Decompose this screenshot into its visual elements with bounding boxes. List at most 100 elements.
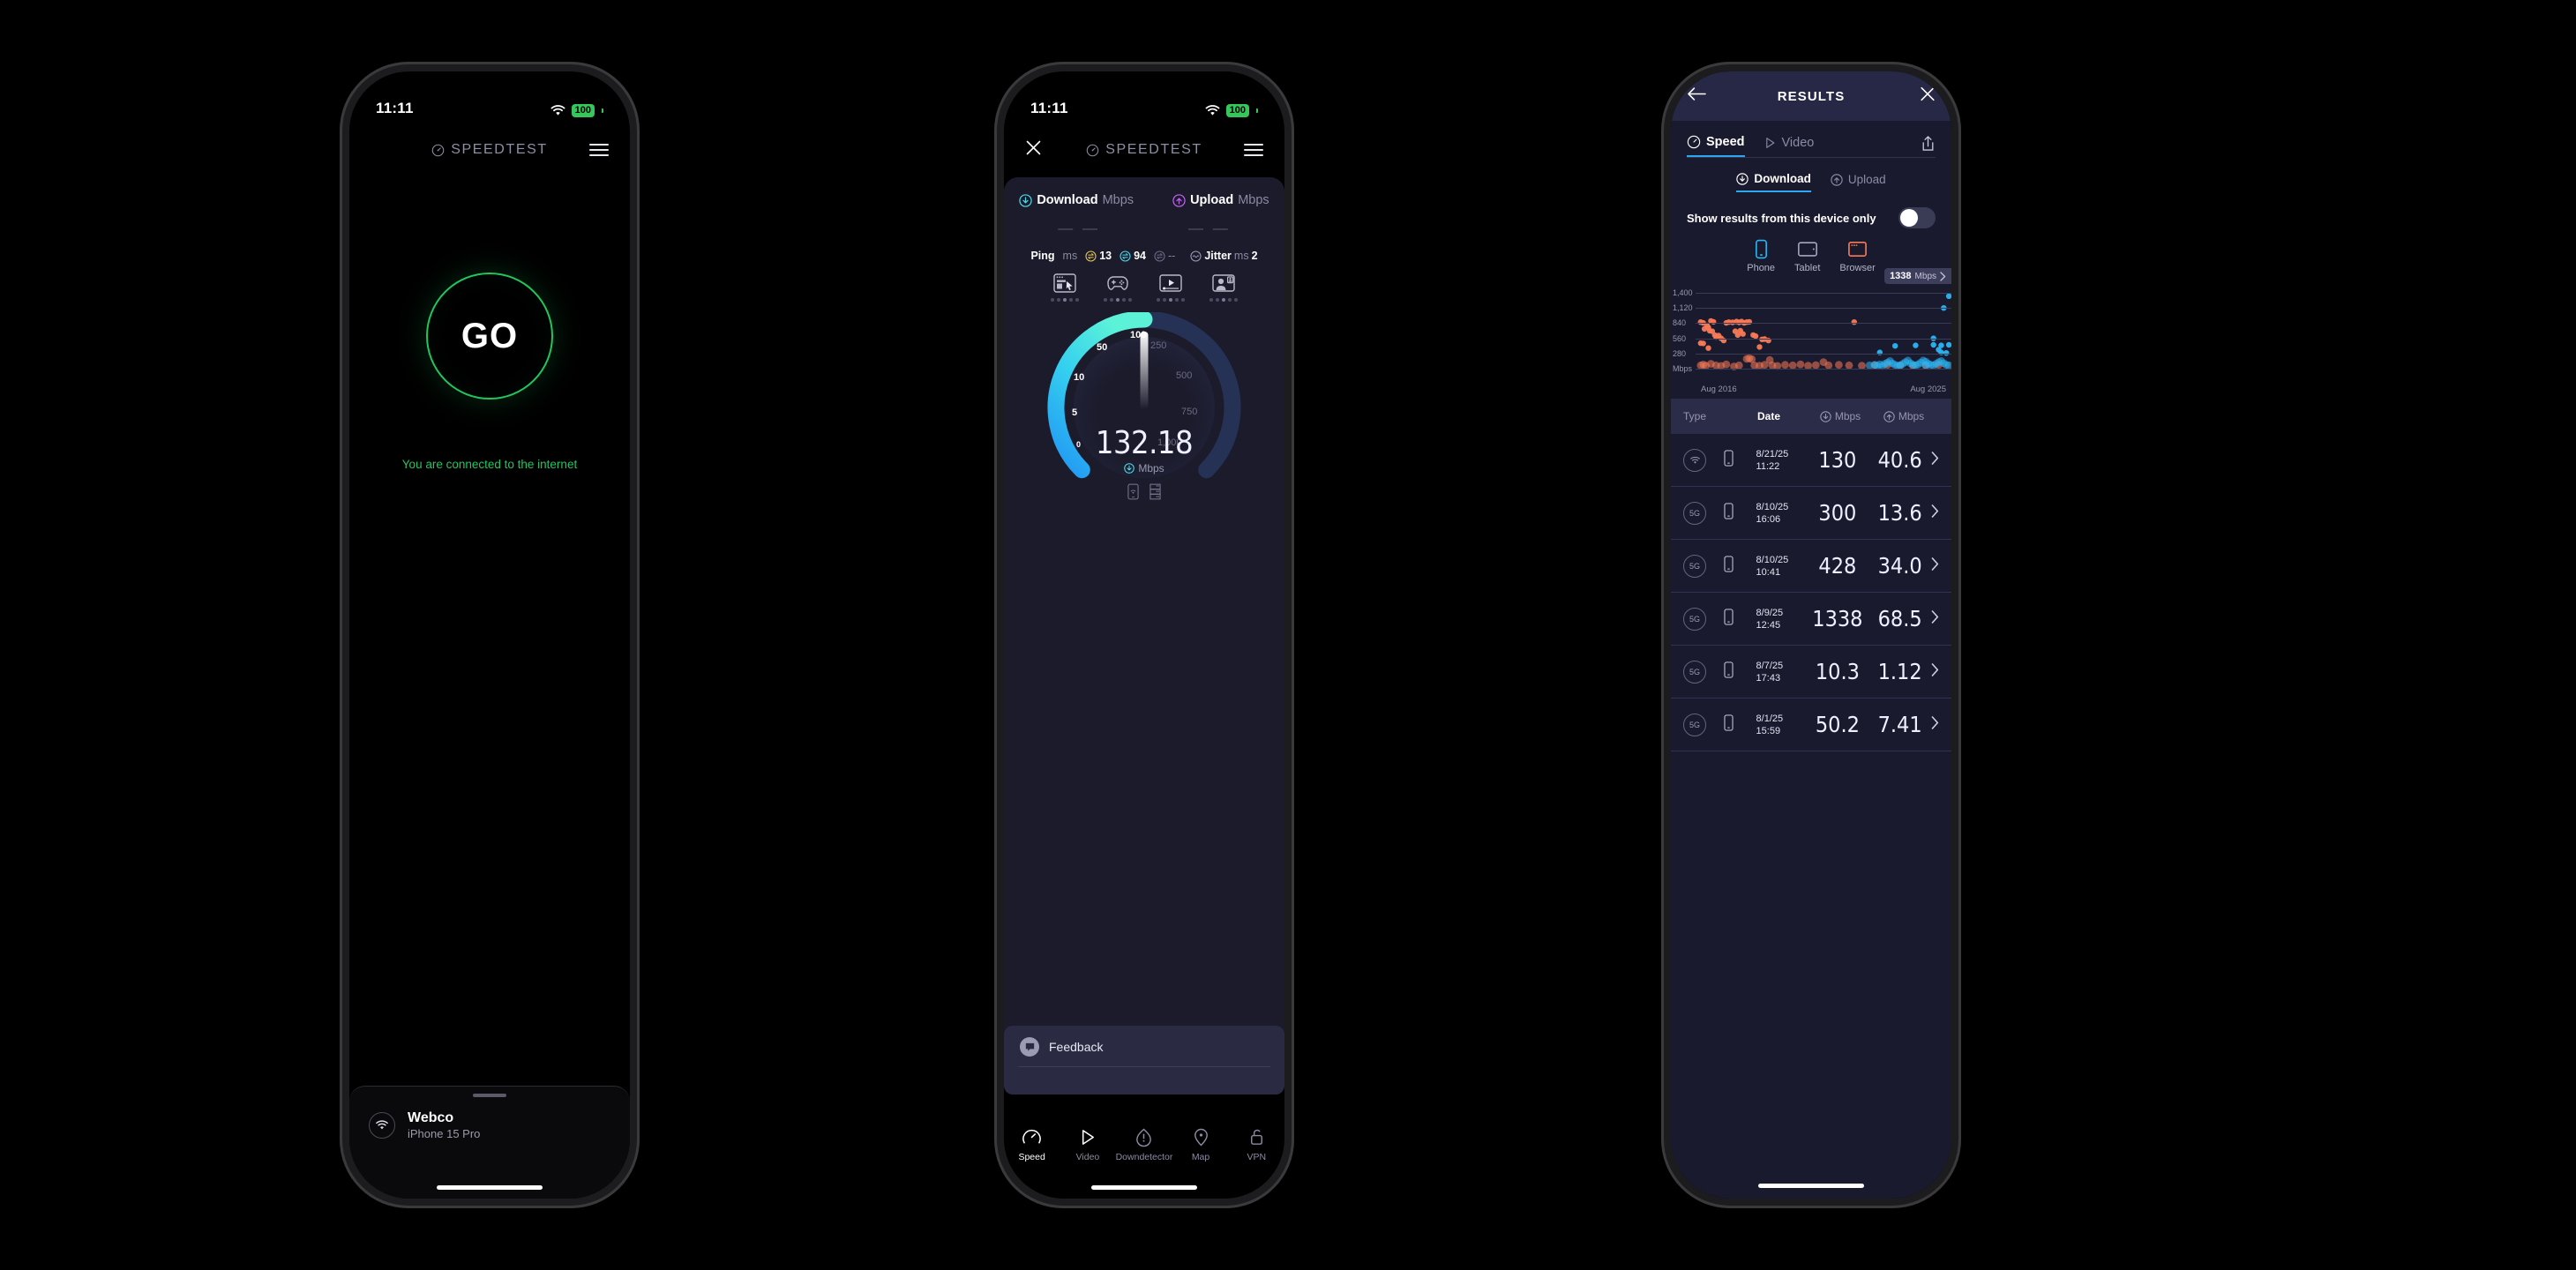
legend-phone[interactable]: Phone [1747,239,1775,273]
activity-streaming [1157,273,1185,302]
chevron-right-icon[interactable] [1931,609,1939,628]
tab-label: VPN [1247,1152,1267,1162]
results-table-header: Type Date Mbps Mbps [1671,399,1951,434]
badge-unit: Mbps [1914,271,1936,281]
tab-speed[interactable]: Speed [1687,135,1745,157]
tab-speed[interactable]: Speed [1004,1127,1060,1162]
scatter-point [1760,361,1769,370]
row-date: 8/10/25 16:06 [1756,501,1789,525]
scatter-point [1938,349,1944,355]
scatter-point [1700,340,1706,347]
header-download[interactable]: Mbps [1808,410,1872,422]
chevron-right-icon[interactable] [1931,662,1939,681]
tablet-icon [1797,242,1817,257]
activity-ratings [1004,273,1284,302]
header-upload[interactable]: Mbps [1872,410,1936,422]
legend-label: Browser [1839,263,1876,273]
row-device-icon [1723,608,1756,630]
upload-unit: Mbps [1238,193,1269,207]
scatter-point [1945,341,1951,348]
device-filter-toggle[interactable] [1898,207,1936,228]
jitter-value: 2 [1251,250,1258,262]
table-row[interactable]: 5G 8/7/25 17:43 10.3 1.12 [1671,646,1951,698]
upload-label: Upload [1190,193,1234,207]
tab-video[interactable]: Video [1763,136,1815,156]
tab-label: Video [1781,136,1815,150]
gauge-tick-1000: 1,000 [1157,437,1182,448]
table-row[interactable]: 5G 8/9/25 12:45 1338 68.5 [1671,593,1951,646]
table-row[interactable]: 5G 8/1/25 15:59 50.2 7.41 [1671,698,1951,751]
tab-vpn[interactable]: VPN [1229,1127,1284,1162]
status-bar: 11:11 100 [1004,71,1284,123]
share-button[interactable] [1921,135,1936,156]
close-button[interactable] [1920,86,1936,107]
sheet-drag-handle[interactable] [473,1094,506,1097]
menu-button[interactable] [589,144,609,156]
feedback-card[interactable]: Feedback [1004,1026,1284,1094]
chevron-right-icon[interactable] [1931,557,1939,575]
scatter-point [1705,345,1711,351]
speedometer-icon [1687,135,1701,149]
feedback-label: Feedback [1049,1040,1104,1054]
rating-dots [1157,298,1185,302]
y-tick-label: 1,400 [1673,288,1693,297]
gridline [1696,293,1951,294]
scatter-point [1722,360,1731,369]
tab-download[interactable]: Download [1736,172,1811,192]
legend-browser[interactable]: Browser [1839,239,1876,273]
scatter-point [1913,342,1919,348]
rating-dots [1104,298,1132,302]
tab-label: Speed [1018,1152,1045,1162]
row-upload: 68.5 [1877,606,1922,631]
row-upload: 1.12 [1877,659,1922,684]
client-device-icon [1127,483,1139,500]
battery-badge: 100 [571,104,595,117]
go-button[interactable]: GO [426,273,553,400]
scatter-point [1878,362,1887,370]
x-tick-start: Aug 2016 [1701,385,1737,394]
arrow-left-icon [1688,87,1706,101]
gauge-tick-500: 500 [1176,370,1193,381]
row-device-icon [1723,449,1756,471]
table-row[interactable]: 5G 8/10/25 16:06 300 13.6 [1671,487,1951,540]
tab-map[interactable]: Map [1172,1127,1228,1162]
status-time: 11:11 [376,100,414,116]
scatter-point [1892,343,1898,349]
results-segment-tabs: Speed Video [1671,121,1951,157]
gauge-tick-10: 10 [1074,372,1085,383]
back-button[interactable] [1687,87,1706,106]
chevron-right-icon[interactable] [1931,504,1939,522]
header-type[interactable]: Type [1683,410,1707,422]
scatter-point [1938,342,1944,348]
table-row[interactable]: 8/21/25 11:22 130 40.6 [1671,434,1951,487]
y-tick-label: 280 [1673,348,1687,358]
chevron-right-icon[interactable] [1931,451,1939,469]
jitter-label: Jitter [1204,250,1232,262]
header-date[interactable]: Date [1757,410,1781,422]
tab-downdetector[interactable]: Downdetector [1116,1127,1172,1162]
tab-video[interactable]: Video [1060,1127,1115,1162]
activity-video-chat [1209,273,1238,302]
scatter-point [1930,341,1936,348]
peak-result-badge[interactable]: 1338 Mbps [1884,268,1951,284]
table-row[interactable]: 5G 8/10/25 10:41 428 34.0 [1671,540,1951,593]
row-download: 130 [1818,447,1857,473]
isp-sheet[interactable]: Webco iPhone 15 Pro [349,1086,630,1199]
chevron-right-icon[interactable] [1931,715,1939,734]
row-date: 8/7/25 17:43 [1756,660,1784,684]
close-icon [1026,140,1041,155]
connection-status-message: You are connected to the internet [401,458,578,471]
wifi-icon [550,105,565,116]
row-upload: 34.0 [1877,553,1922,579]
scatter-point [1788,361,1797,370]
tab-upload[interactable]: Upload [1831,172,1886,192]
wifi-icon [1683,448,1706,472]
menu-button[interactable] [1244,144,1263,156]
upload-value: — — [1188,220,1231,236]
jitter-icon [1190,250,1202,262]
scatter-point [1824,361,1833,370]
scatter-point [1804,362,1812,370]
close-test-button[interactable] [1025,139,1042,161]
legend-tablet[interactable]: Tablet [1794,239,1820,273]
